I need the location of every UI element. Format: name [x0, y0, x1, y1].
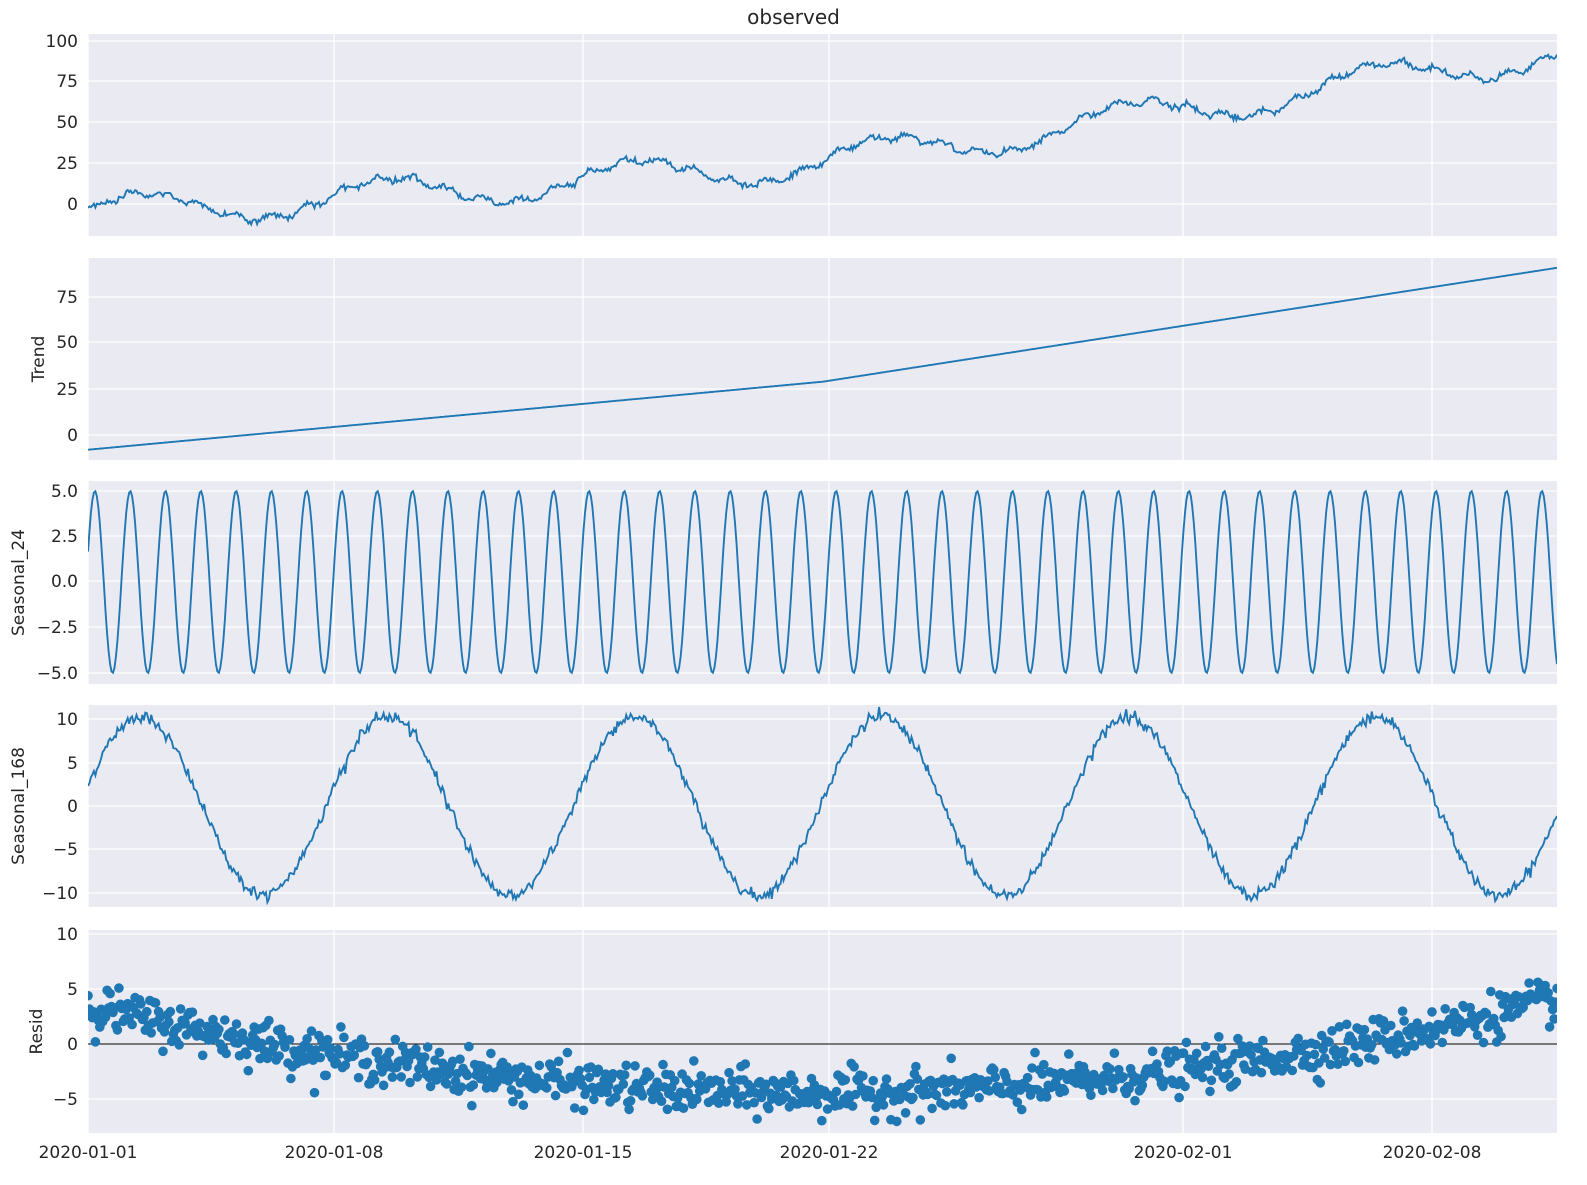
y-tick-label: 0	[67, 195, 78, 215]
y-tick-label: −5.0	[37, 664, 78, 684]
y-tick-label: 0	[67, 426, 78, 446]
y-tick-label: 0	[67, 797, 78, 817]
residual-points	[88, 977, 1557, 1127]
y-tick-label: 5	[67, 754, 78, 774]
series-line	[88, 706, 1557, 906]
y-tick-label: −5	[53, 840, 78, 860]
series-line	[88, 266, 1557, 451]
y-tick-label: 10	[56, 925, 78, 945]
y-tick-label: 0	[67, 1035, 78, 1055]
x-tick-label: 2020-01-15	[534, 1143, 633, 1163]
y-axis-label: Seasonal_24	[9, 529, 29, 636]
x-tick-label: 2020-02-08	[1383, 1143, 1482, 1163]
y-tick-label: 25	[56, 154, 78, 174]
y-tick-label: −2.5	[37, 618, 78, 638]
figure-title: observed	[747, 5, 840, 29]
y-tick-label: 75	[56, 72, 78, 92]
y-tick-label: 50	[56, 113, 78, 133]
y-tick-label: 0.0	[51, 572, 78, 592]
y-tick-label: −5	[53, 1090, 78, 1110]
y-tick-label: 25	[56, 380, 78, 400]
y-tick-label: −10	[42, 884, 78, 904]
y-axis-label: Trend	[29, 336, 49, 384]
axes-background	[88, 34, 1557, 236]
y-tick-label: 5.0	[51, 482, 78, 502]
y-axis-label: Seasonal_168	[9, 747, 29, 865]
x-tick-label: 2020-01-08	[285, 1143, 384, 1163]
x-tick-label: 2020-02-01	[1134, 1143, 1233, 1163]
panel-resid: 10 5 0 −5 Resid	[27, 925, 1557, 1133]
y-tick-label: 100	[46, 32, 78, 52]
y-tick-label: 5	[67, 980, 78, 1000]
panel-seasonal_168: 10 5 0 −5 −10 Seasonal_168	[9, 705, 1557, 907]
y-tick-label: 75	[56, 288, 78, 308]
y-axis-label: Resid	[27, 1009, 47, 1055]
y-tick-label: 2.5	[51, 527, 78, 547]
panel-seasonal_24: 5.0 2.5 0.0 −2.5 −5.0 Seasonal_24	[9, 481, 1557, 684]
series-line	[88, 53, 1557, 227]
y-tick-label: 50	[56, 333, 78, 353]
x-tick-label: 2020-01-22	[780, 1143, 879, 1163]
panel-observed: 100 75 50 25 0	[46, 32, 1557, 236]
series-line	[88, 489, 1557, 675]
x-tick-label: 2020-01-01	[39, 1143, 138, 1163]
panel-trend: 75 50 25 0 Trend	[29, 258, 1557, 460]
y-tick-label: 10	[56, 710, 78, 730]
